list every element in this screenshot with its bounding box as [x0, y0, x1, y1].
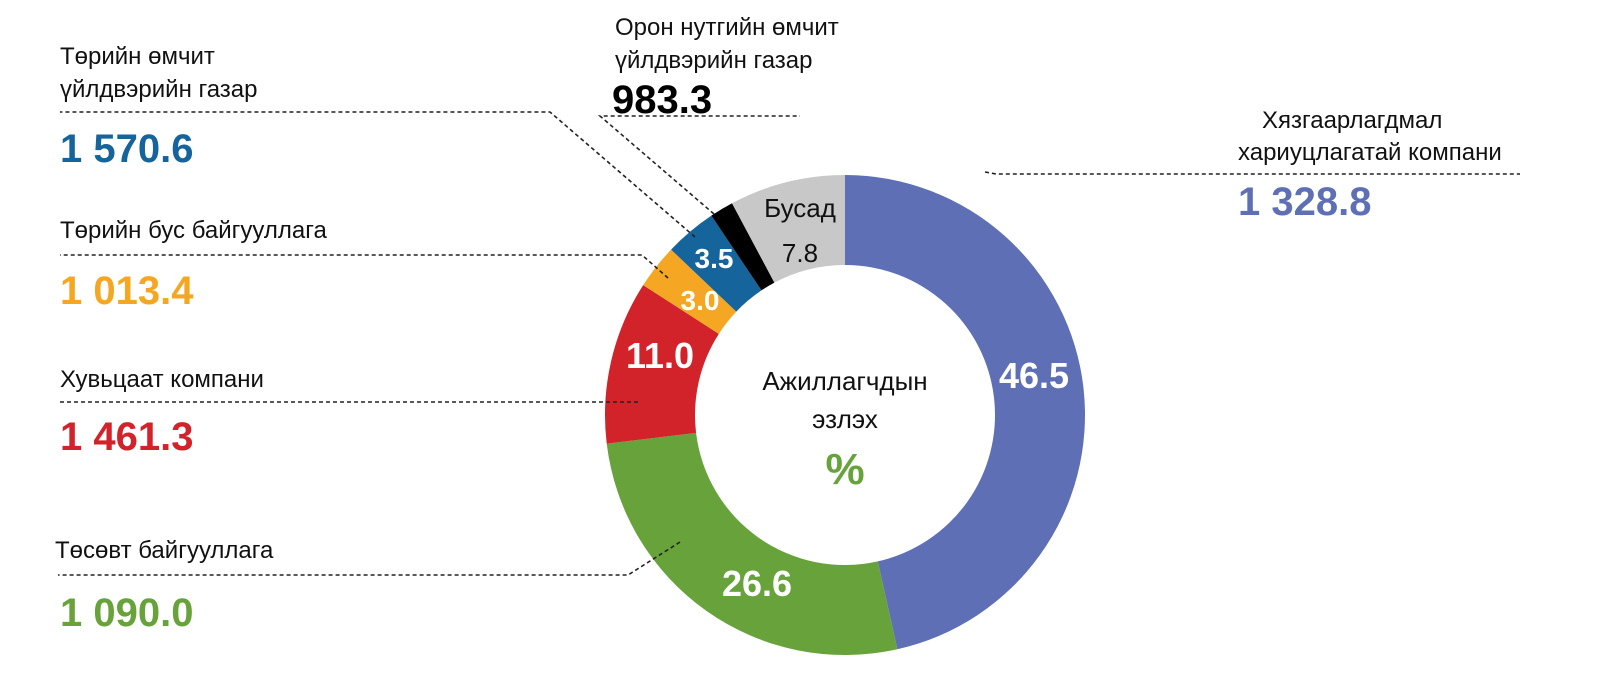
slice-percent-4: 3.0 — [681, 285, 720, 316]
category-label: Төсөвт байгууллага — [55, 537, 274, 564]
slices — [605, 174, 1086, 655]
slice-4 — [643, 249, 737, 334]
slice-name-other: Бусад — [764, 193, 836, 223]
slice-percent-2: 26.6 — [722, 563, 792, 604]
center-unit: % — [825, 445, 864, 494]
leader-line — [597, 115, 800, 215]
category-label: Төрийн өмчит — [60, 43, 215, 70]
center-label: Ажиллагчдын эзлэх% — [762, 366, 927, 494]
slice-1 — [845, 174, 1086, 650]
slice-2 — [606, 432, 898, 655]
leader-line — [60, 254, 669, 279]
leader-line — [58, 541, 681, 576]
slice-3 — [605, 285, 719, 444]
slice-labels: 46.5 26.6 11.0 3.0 3.5 1.6 Бусад 7.8 — [626, 148, 1069, 604]
category-label: үйлдвэрийн газар — [60, 76, 258, 103]
center-label-line: эзлэх — [812, 404, 878, 434]
slice-5 — [671, 215, 762, 312]
slice-6 — [711, 203, 775, 291]
category-value: 1 328.8 — [1238, 180, 1371, 224]
category-value: 1 570.6 — [60, 127, 193, 171]
category-label: хариуцлагатай компани — [1238, 139, 1502, 166]
category-value: 1 461.3 — [60, 415, 193, 459]
center-label-line: Ажиллагчдын — [762, 366, 927, 396]
category-label: Хувьцаат компани — [60, 366, 264, 393]
category-value: 983.3 — [612, 78, 712, 122]
slice-percent-6: 1.6 — [676, 148, 726, 189]
category-label: үйлдвэрийн газар — [615, 47, 813, 74]
slice-percent-5: 3.5 — [695, 243, 734, 274]
category-label: Хязгаарлагдмал — [1262, 107, 1442, 134]
slice-7 — [732, 175, 845, 283]
slice-percent-1: 46.5 — [999, 355, 1069, 396]
category-label: Орон нутгийн өмчит — [615, 14, 839, 41]
category-labels: Хязгаарлагдмал хариуцлагатай компани 1 328… — [55, 14, 1520, 635]
leader-line — [60, 111, 696, 238]
category-value: 1 090.0 — [60, 591, 193, 635]
category-label: Төрийн бус байгууллага — [60, 217, 327, 244]
slice-percent-other: 7.8 — [782, 238, 818, 268]
slice-percent-3: 11.0 — [626, 335, 694, 376]
leader-line — [984, 171, 1520, 175]
category-value: 1 013.4 — [60, 269, 194, 313]
